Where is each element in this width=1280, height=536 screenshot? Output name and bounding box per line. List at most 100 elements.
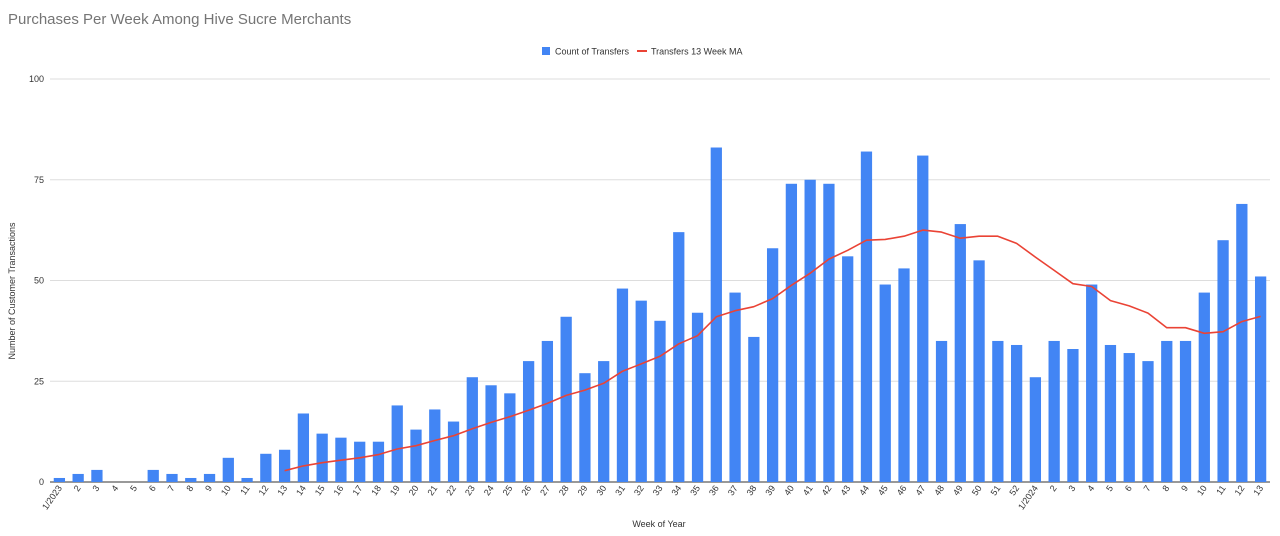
x-tick-label: 41 bbox=[801, 483, 815, 497]
x-axis-label: Week of Year bbox=[632, 519, 685, 529]
x-tick-label: 8 bbox=[184, 483, 195, 493]
x-tick-label: 5 bbox=[128, 483, 139, 493]
bar bbox=[766, 248, 779, 482]
x-tick-label: 18 bbox=[369, 483, 383, 497]
x-tick-label: 20 bbox=[407, 483, 421, 497]
bar bbox=[1104, 344, 1117, 482]
x-tick-label: 45 bbox=[876, 483, 890, 497]
x-tick-label: 36 bbox=[707, 483, 721, 497]
bar bbox=[447, 421, 460, 482]
x-tick-label: 2 bbox=[72, 483, 83, 493]
bar bbox=[898, 268, 910, 482]
bar bbox=[1142, 361, 1154, 482]
bar bbox=[485, 385, 497, 482]
bar bbox=[1198, 292, 1210, 482]
bar bbox=[260, 453, 272, 482]
legend-swatch-count-of-transfers bbox=[542, 47, 550, 55]
bars bbox=[53, 147, 1267, 483]
bar bbox=[91, 469, 103, 482]
bar bbox=[654, 320, 666, 482]
x-tick-label: 12 bbox=[257, 483, 271, 497]
x-tick-label: 2 bbox=[1048, 483, 1059, 493]
bar bbox=[598, 361, 610, 482]
x-tick-label: 27 bbox=[538, 483, 552, 497]
x-tick-label: 35 bbox=[688, 483, 702, 497]
x-tick-label: 13 bbox=[1251, 483, 1265, 497]
x-tick-label: 3 bbox=[1066, 483, 1077, 493]
legend-label-transfers-13-week-ma: Transfers 13 Week MA bbox=[651, 47, 743, 57]
legend: Count of Transfers Transfers 13 Week MA bbox=[542, 47, 743, 57]
bar bbox=[1161, 340, 1173, 482]
x-tick-label: 4 bbox=[109, 483, 120, 493]
bar bbox=[297, 413, 310, 482]
bar bbox=[147, 469, 159, 482]
bar bbox=[560, 316, 572, 482]
x-tick-label: 24 bbox=[482, 483, 496, 497]
bar bbox=[410, 429, 422, 482]
x-tick-label: 46 bbox=[895, 483, 909, 497]
x-tick-label: 5 bbox=[1104, 483, 1115, 493]
x-tick-label: 9 bbox=[203, 483, 214, 493]
x-tick-label: 14 bbox=[294, 483, 308, 497]
bar bbox=[504, 393, 516, 482]
bar bbox=[1179, 340, 1192, 482]
x-tick-label: 7 bbox=[1142, 483, 1153, 493]
x-tick-label: 30 bbox=[594, 483, 608, 497]
x-tick-label: 12 bbox=[1233, 483, 1247, 497]
bar bbox=[354, 441, 366, 482]
chart-title: Purchases Per Week Among Hive Sucre Merc… bbox=[8, 11, 352, 28]
x-tick-label: 29 bbox=[576, 483, 590, 497]
bar bbox=[842, 256, 854, 482]
x-tick-label: 16 bbox=[332, 483, 346, 497]
bar bbox=[391, 405, 403, 482]
bar bbox=[748, 336, 760, 482]
x-tick-label: 50 bbox=[970, 483, 984, 497]
x-tick-label: 49 bbox=[951, 483, 965, 497]
x-tick-label: 28 bbox=[557, 483, 571, 497]
bar bbox=[579, 373, 591, 482]
bar bbox=[1236, 203, 1248, 482]
bar bbox=[1010, 344, 1023, 482]
x-tick-label: 13 bbox=[275, 483, 289, 497]
bar bbox=[278, 449, 291, 482]
bar bbox=[635, 300, 647, 482]
x-tick-label: 34 bbox=[669, 483, 683, 497]
y-tick-label: 100 bbox=[29, 74, 44, 84]
bar bbox=[729, 292, 741, 482]
bar bbox=[917, 155, 929, 482]
x-tick-label: 4 bbox=[1085, 483, 1096, 493]
x-tick-label: 40 bbox=[782, 483, 796, 497]
moving-average-line bbox=[284, 229, 1261, 472]
x-tick-label: 6 bbox=[1123, 483, 1134, 493]
x-tick-label: 9 bbox=[1179, 483, 1190, 493]
bar bbox=[203, 473, 216, 482]
x-tick-label: 39 bbox=[763, 483, 777, 497]
bar bbox=[541, 340, 554, 482]
bar bbox=[954, 224, 966, 482]
x-tick-label: 52 bbox=[1007, 483, 1021, 497]
x-tick-label: 19 bbox=[388, 483, 402, 497]
x-tick-label: 22 bbox=[444, 483, 458, 497]
bar bbox=[1048, 340, 1060, 482]
bar bbox=[785, 183, 798, 482]
x-tick-label: 8 bbox=[1160, 483, 1171, 493]
x-tick-label: 10 bbox=[219, 483, 233, 497]
x-tick-label: 15 bbox=[313, 483, 327, 497]
bar bbox=[1029, 377, 1042, 482]
x-tick-label: 7 bbox=[166, 483, 177, 493]
bar bbox=[992, 340, 1004, 482]
y-tick-labels: 0 25 50 75 100 bbox=[29, 74, 44, 487]
series-line-transfers-13-week-ma bbox=[284, 229, 1261, 472]
x-tick-label: 37 bbox=[726, 483, 740, 497]
bar bbox=[1086, 284, 1098, 482]
x-tick-label: 6 bbox=[147, 483, 158, 493]
bar bbox=[222, 457, 234, 482]
bar bbox=[429, 409, 441, 482]
x-tick-label: 3 bbox=[90, 483, 101, 493]
x-tick-labels: 1/2023 2 3 4 5 6 7 8 9 10 11 12 13 14 15 16 17 18 19 20 21 22… bbox=[40, 483, 1265, 511]
bar bbox=[316, 433, 328, 482]
x-tick-label: 26 bbox=[519, 483, 533, 497]
x-tick-label: 33 bbox=[651, 483, 665, 497]
x-tick-label: 25 bbox=[501, 483, 515, 497]
